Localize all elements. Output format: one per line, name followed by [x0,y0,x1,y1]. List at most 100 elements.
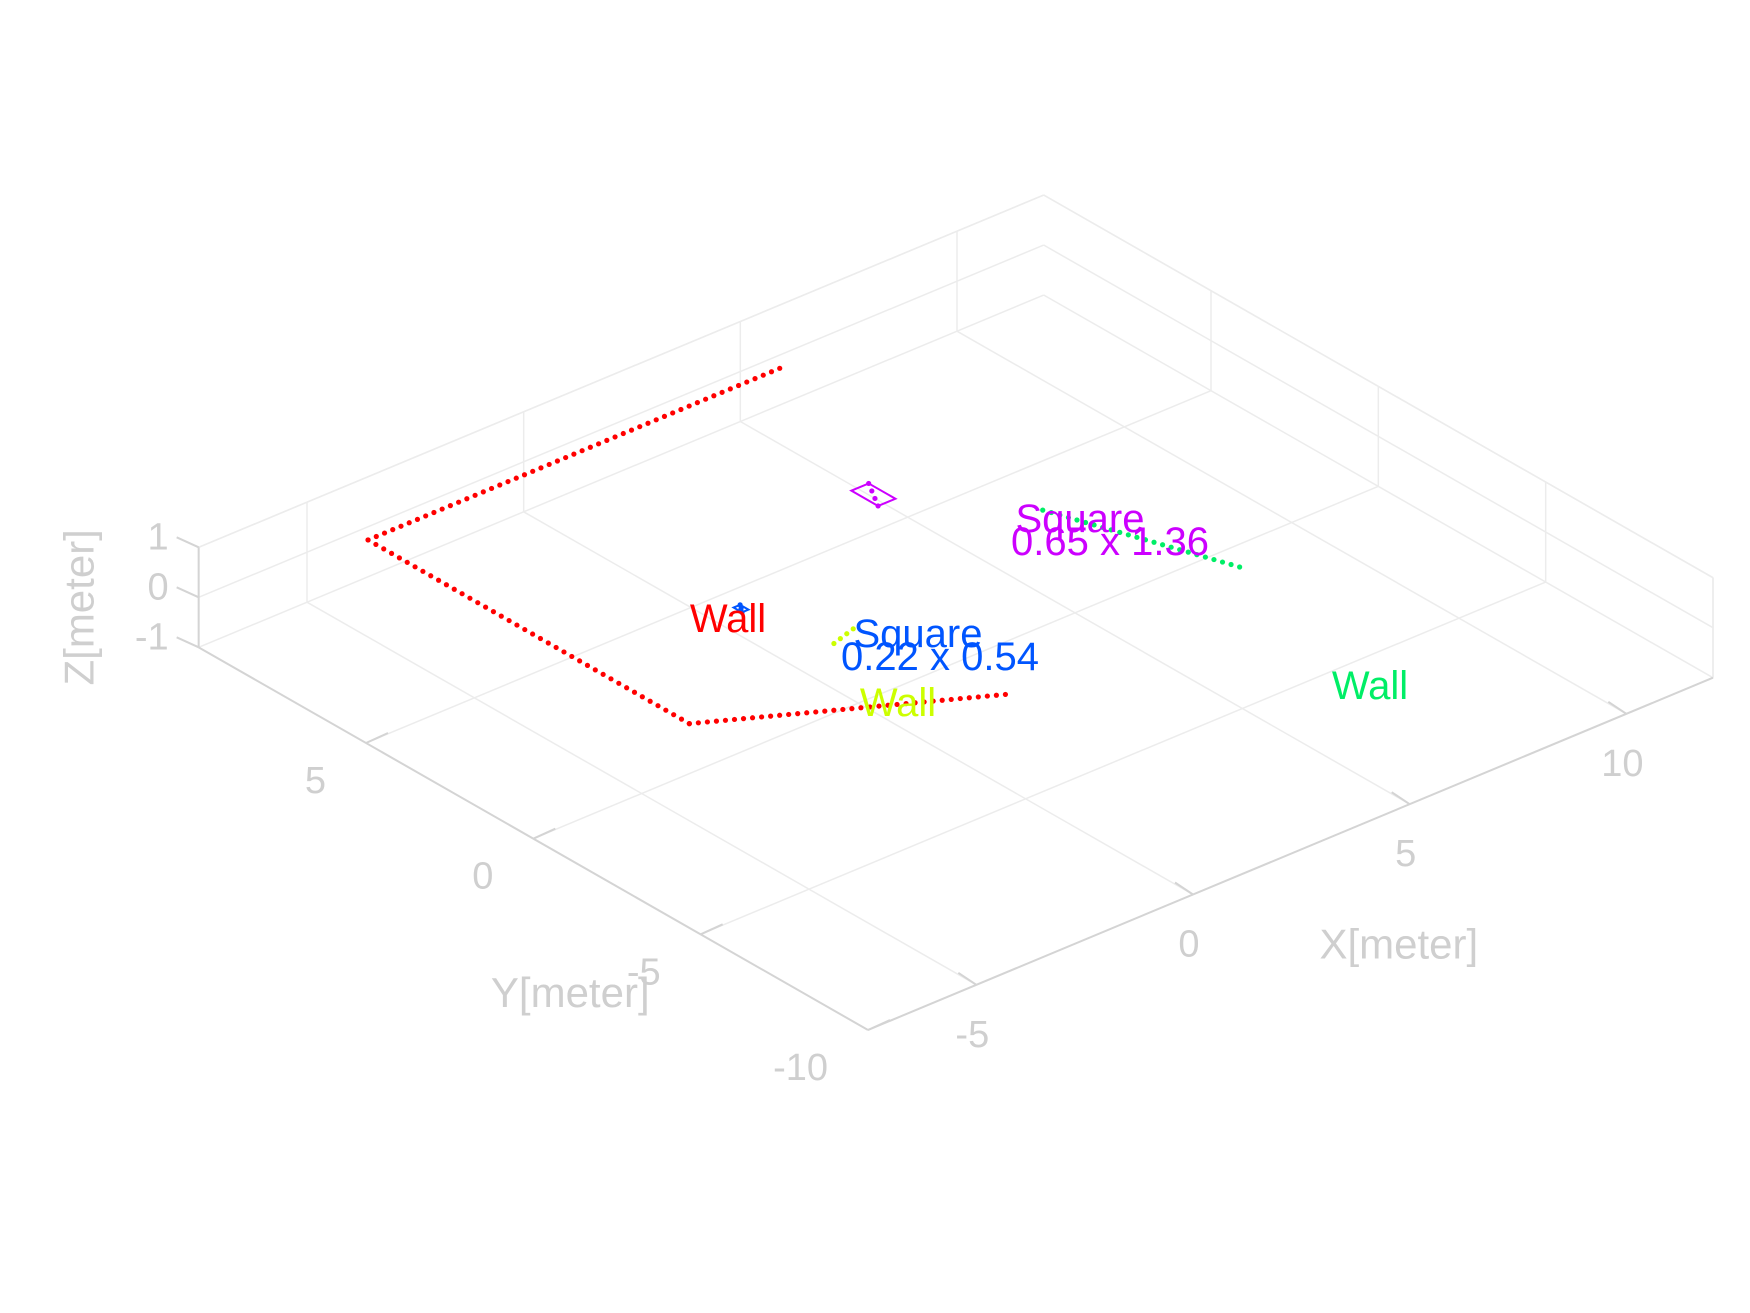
data-point [663,707,669,713]
data-point [921,699,927,705]
data-point [553,644,559,651]
z-tick-label: 0 [148,566,169,608]
data-point [431,509,437,516]
z-tick [176,636,200,649]
series-0 [365,365,1009,727]
data-point [975,694,981,700]
data-point [849,706,855,712]
data-point [1100,524,1106,531]
data-point [616,680,622,686]
data-point [661,413,668,419]
z-tick [176,536,200,549]
grid-line-y [700,581,1546,936]
data-point [1185,549,1191,555]
data-point [414,516,421,522]
data-point [867,704,873,710]
annotation-label: Square [1016,497,1145,541]
data-point [1202,554,1208,560]
data-point [620,430,626,437]
data-point [758,714,765,720]
data-point [731,716,738,723]
data-point [1108,527,1114,533]
data-point [600,671,606,677]
data-point [735,382,742,389]
data-point [373,541,379,548]
data-point [545,640,551,646]
data-point [671,712,677,718]
data-point [396,555,402,561]
x-tick-label: 10 [1601,743,1643,785]
y-tick [700,923,724,936]
data-point [439,506,445,512]
data-point [1211,556,1217,563]
data-point [398,523,404,529]
data-point [869,488,875,494]
data-point [506,617,512,624]
data-point [561,649,567,655]
grid-line-z-side [1043,294,1714,679]
y-tick [867,1019,891,1031]
grid-line-y [365,390,1212,744]
data-point [1117,529,1123,535]
data-point [813,709,819,715]
square-outline [849,482,898,508]
data-point [1074,517,1080,523]
data-point [1159,542,1166,548]
data-point [752,376,758,382]
x-axis-line [867,676,1714,1031]
data-marks [365,365,1243,727]
data-point [490,609,497,615]
x-tick-label: 0 [1178,924,1199,966]
data-point [639,694,645,700]
data-point [628,427,635,433]
data-point [653,417,659,423]
data-point [678,406,684,413]
box-edge [198,194,1044,549]
data-point [1040,507,1046,513]
data-point [546,461,552,468]
data-point [459,591,465,597]
series-4 [731,602,751,615]
x-tick [1607,701,1627,715]
data-point [749,715,756,721]
x-tick-label: -5 [955,1014,989,1056]
data-point [612,434,618,440]
data-point [822,708,828,714]
data-point [579,448,585,454]
data-point [577,658,583,664]
data-point [777,712,783,718]
data-point [840,706,846,713]
data-point [1065,514,1072,521]
data-point [903,700,909,707]
data-point [1219,559,1226,565]
data-point [1142,537,1149,543]
grid-line-z [198,244,1044,599]
data-point [670,410,676,416]
data-point [704,719,710,725]
y-tick-label: -5 [627,951,661,993]
series-1 [1040,507,1243,570]
z-tick-label: -1 [135,616,169,658]
series-3 [849,480,898,509]
box-edge [1043,194,1714,579]
data-point [480,489,486,495]
data-point [514,622,520,628]
annotation-label: 0.65 x 1.36 [1011,520,1209,564]
data-point [472,492,478,498]
data-point [872,495,878,502]
axes: -50510-10-505-101X[meter]Y[meter]Z[meter… [56,516,1714,1089]
data-point [423,513,429,519]
x-tick [1174,881,1194,896]
data-point [443,582,450,588]
data-point [837,636,843,642]
data-point [1177,547,1183,553]
data-point [831,707,837,713]
data-point [482,604,489,610]
data-point [777,365,783,371]
z-axis-label: Z[meter] [56,529,103,685]
y-tick-label: -10 [773,1047,828,1089]
data-point [522,626,528,633]
data-point [571,451,577,457]
data-point [804,710,810,716]
